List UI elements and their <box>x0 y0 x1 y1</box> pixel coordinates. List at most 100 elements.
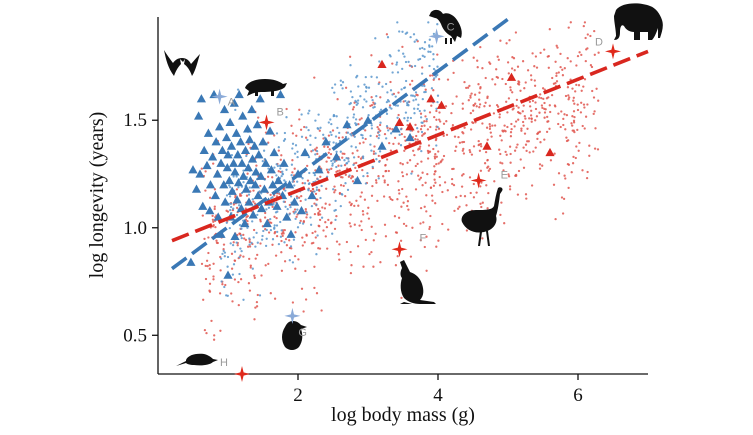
red-point <box>377 174 380 178</box>
red-point <box>583 106 586 109</box>
red-point <box>313 265 316 268</box>
red-point <box>432 147 435 151</box>
blue-point <box>396 71 400 74</box>
blue-point <box>298 221 302 225</box>
red-point <box>516 193 520 196</box>
red-point <box>496 76 500 79</box>
blue-point <box>409 35 412 39</box>
red-point <box>560 196 564 199</box>
red-point <box>524 193 528 196</box>
blue-point <box>399 144 403 147</box>
red-point <box>499 152 502 156</box>
red-point <box>540 96 543 100</box>
blue-point <box>363 83 366 86</box>
blue-triangle-marker <box>258 137 268 146</box>
red-point <box>488 61 491 64</box>
blue-point <box>284 205 287 208</box>
red-point <box>465 204 468 207</box>
blue-point <box>275 163 278 166</box>
red-point <box>291 171 294 174</box>
species-star-A <box>211 88 228 105</box>
blue-point <box>256 241 259 244</box>
red-point <box>324 202 327 205</box>
red-point <box>382 195 386 198</box>
blue-point <box>231 273 235 276</box>
blue-point <box>314 119 317 122</box>
red-point <box>540 104 544 107</box>
red-point <box>530 120 533 123</box>
red-point <box>513 125 516 128</box>
blue-point <box>264 244 268 248</box>
blue-point <box>229 205 233 209</box>
blue-point <box>258 294 262 297</box>
blue-point <box>414 98 418 101</box>
blue-point <box>291 142 295 145</box>
blue-point <box>229 202 233 205</box>
point-cloud-layer <box>200 21 600 341</box>
blue-triangle-marker <box>191 184 202 193</box>
red-point <box>508 39 511 42</box>
red-point <box>325 160 328 163</box>
red-point <box>238 194 242 197</box>
red-point <box>391 62 394 65</box>
blue-point <box>261 234 264 238</box>
red-point <box>400 132 403 136</box>
blue-point <box>421 97 424 101</box>
red-point <box>423 205 426 208</box>
red-point <box>232 203 236 206</box>
blue-point <box>271 238 275 241</box>
red-point <box>392 142 395 146</box>
blue-point <box>280 229 283 232</box>
red-point <box>313 286 316 290</box>
blue-point <box>225 194 229 197</box>
blue-point <box>427 21 430 24</box>
red-point <box>344 194 347 198</box>
blue-point <box>296 180 299 183</box>
red-point <box>524 117 527 120</box>
blue-triangle-marker <box>241 184 251 193</box>
blue-point <box>335 115 338 118</box>
red-point <box>541 87 545 90</box>
blue-point <box>377 136 380 140</box>
red-point <box>472 104 475 107</box>
red-point <box>305 213 309 216</box>
red-point <box>391 198 394 202</box>
blue-triangle-marker <box>252 119 262 129</box>
red-point <box>374 232 377 235</box>
red-point <box>514 31 518 34</box>
blue-point <box>226 265 229 268</box>
blue-triangle-marker <box>243 124 253 133</box>
red-point <box>290 124 293 127</box>
blue-point <box>306 138 309 142</box>
red-point <box>571 162 575 165</box>
red-point <box>407 208 410 211</box>
red-point <box>335 214 338 218</box>
red-point <box>451 167 454 171</box>
blue-triangle-marker <box>198 201 208 210</box>
red-point <box>570 122 573 125</box>
red-point <box>580 53 583 57</box>
red-point <box>383 223 387 226</box>
red-point <box>569 21 572 24</box>
blue-point <box>352 163 355 167</box>
blue-point <box>327 121 330 124</box>
red-point <box>348 201 351 204</box>
blue-point <box>242 298 245 301</box>
blue-point <box>252 236 255 239</box>
red-point <box>466 86 470 89</box>
red-point <box>256 253 259 257</box>
red-point <box>264 264 267 267</box>
red-point <box>218 292 222 295</box>
red-point <box>397 216 401 219</box>
blue-point <box>314 153 317 156</box>
blue-point <box>396 116 399 119</box>
blue-triangle-marker <box>212 169 223 178</box>
blue-point <box>388 53 391 57</box>
blue-point <box>404 111 408 114</box>
red-point <box>516 65 520 68</box>
blue-triangle-marker <box>245 175 255 185</box>
blue-point <box>285 168 288 171</box>
red-point <box>554 60 557 63</box>
blue-point <box>369 134 372 138</box>
